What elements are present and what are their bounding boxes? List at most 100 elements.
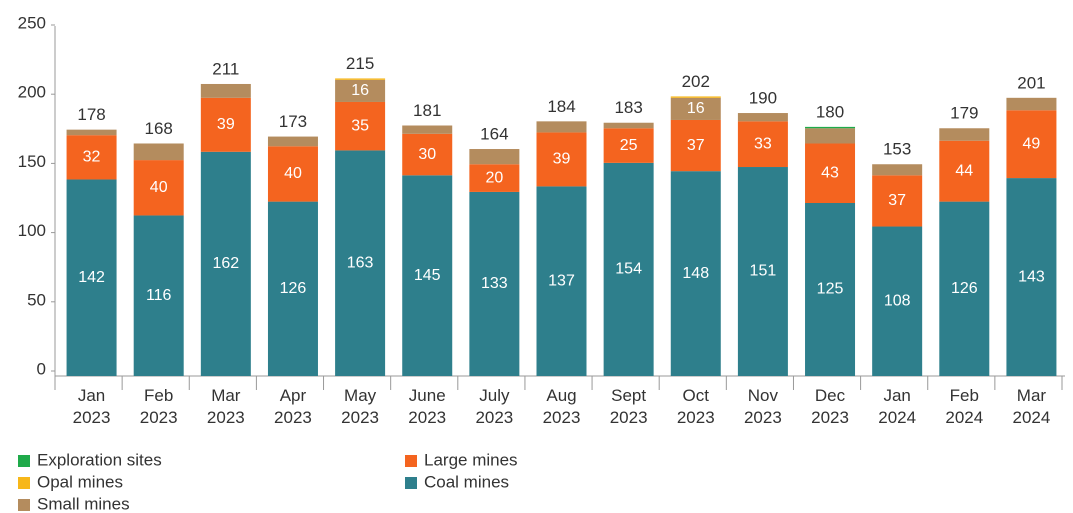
y-tick-label: 50 xyxy=(27,290,46,309)
total-label: 181 xyxy=(413,101,441,120)
value-label: 16 xyxy=(687,100,705,117)
value-label: 33 xyxy=(754,135,772,152)
value-label: 162 xyxy=(212,255,239,272)
bar-segment xyxy=(872,175,923,227)
x-tick-label: Mar 2023 xyxy=(206,386,245,427)
bar-segment xyxy=(200,83,251,98)
value-label: 137 xyxy=(548,272,575,289)
x-tick-label: Aug 2023 xyxy=(542,386,581,427)
value-label: 116 xyxy=(146,287,172,304)
y-tick-label: 150 xyxy=(18,152,46,171)
bar-segment xyxy=(469,191,520,376)
legend-swatch xyxy=(405,455,417,467)
value-label: 142 xyxy=(78,269,105,286)
bar-segment xyxy=(939,140,990,202)
value-label: 39 xyxy=(217,116,235,133)
bar-segment xyxy=(872,164,923,176)
value-label: 163 xyxy=(347,254,374,271)
total-label: 178 xyxy=(77,105,105,124)
bar-segment xyxy=(1006,97,1057,111)
legend-label: Coal mines xyxy=(424,472,509,491)
bar-segment xyxy=(133,215,184,376)
value-label: 35 xyxy=(351,117,369,134)
total-label: 168 xyxy=(145,119,173,138)
bar-segment xyxy=(66,179,117,376)
legend-label: Exploration sites xyxy=(37,450,162,469)
x-tick-label: Dec 2023 xyxy=(811,386,849,427)
total-label: 179 xyxy=(950,104,978,123)
x-tick-label: Apr 2023 xyxy=(274,386,312,427)
bar-segment xyxy=(335,150,386,376)
bar-segment xyxy=(1006,110,1057,179)
total-label: 215 xyxy=(346,54,374,73)
value-label: 16 xyxy=(351,82,369,99)
value-label: 37 xyxy=(687,137,705,154)
y-tick-label: 200 xyxy=(18,83,46,102)
bar-segment xyxy=(133,160,184,216)
legend-label: Small mines xyxy=(37,494,130,513)
y-tick-label: 250 xyxy=(18,13,46,32)
total-label: 190 xyxy=(749,89,777,108)
bar-segment xyxy=(805,203,856,376)
x-tick-label: Jan 2023 xyxy=(72,386,111,427)
value-label: 39 xyxy=(553,151,571,168)
bar-segment xyxy=(603,128,654,163)
bar-segment xyxy=(737,167,788,376)
total-label: 173 xyxy=(279,112,307,131)
x-tick-label: Mar 2024 xyxy=(1012,386,1051,427)
bar-segment xyxy=(402,133,453,176)
total-label: 184 xyxy=(547,97,575,116)
legend-swatch xyxy=(405,477,417,489)
y-tick-label: 0 xyxy=(37,359,46,378)
bar-segment xyxy=(939,201,990,376)
value-label: 30 xyxy=(418,146,436,163)
value-label: 40 xyxy=(284,165,302,182)
value-label: 43 xyxy=(821,164,839,181)
bar-segment xyxy=(335,101,386,151)
value-label: 32 xyxy=(83,149,101,166)
value-label: 125 xyxy=(817,281,844,298)
legend-swatch xyxy=(18,477,30,489)
value-label: 148 xyxy=(682,265,709,282)
bar-segment xyxy=(200,97,251,152)
x-tick-label: Sept 2023 xyxy=(609,386,648,427)
legend-swatch xyxy=(18,455,30,467)
value-label: 143 xyxy=(1018,268,1045,285)
bar-segment xyxy=(267,201,318,376)
bar-segment xyxy=(66,135,117,180)
x-tick-label: Feb 2024 xyxy=(945,386,984,427)
x-tick-label: Oct 2023 xyxy=(676,386,715,427)
legend-label: Large mines xyxy=(424,450,518,469)
value-label: 126 xyxy=(280,280,307,297)
bar-segment xyxy=(200,151,251,376)
value-label: 154 xyxy=(615,261,642,278)
value-label: 44 xyxy=(955,162,973,179)
y-tick-label: 100 xyxy=(18,221,46,240)
value-label: 40 xyxy=(150,179,168,196)
value-label: 145 xyxy=(414,267,441,284)
total-label: 201 xyxy=(1017,73,1045,92)
bar-segment xyxy=(536,132,587,187)
total-label: 202 xyxy=(682,72,710,91)
value-label: 151 xyxy=(750,263,777,280)
bar-segment xyxy=(536,121,587,133)
bar-segment xyxy=(805,128,856,144)
bar-segment xyxy=(872,226,923,376)
bar-segment xyxy=(670,96,721,98)
x-tick-label: June 2023 xyxy=(408,386,447,427)
value-label: 49 xyxy=(1023,135,1041,152)
x-tick-label: Jan 2024 xyxy=(878,386,917,427)
bar-segment xyxy=(66,129,117,136)
total-label: 211 xyxy=(212,59,239,78)
total-label: 153 xyxy=(883,140,911,159)
x-tick-label: Nov 2023 xyxy=(743,386,782,427)
bar-segment xyxy=(737,113,788,122)
legend-swatch xyxy=(18,499,30,511)
bar-segment xyxy=(469,149,520,165)
bar-segment xyxy=(469,164,520,192)
bar-segment xyxy=(737,121,788,168)
bar-segment xyxy=(402,175,453,376)
bar-segment xyxy=(670,171,721,376)
bar-segment xyxy=(805,143,856,203)
